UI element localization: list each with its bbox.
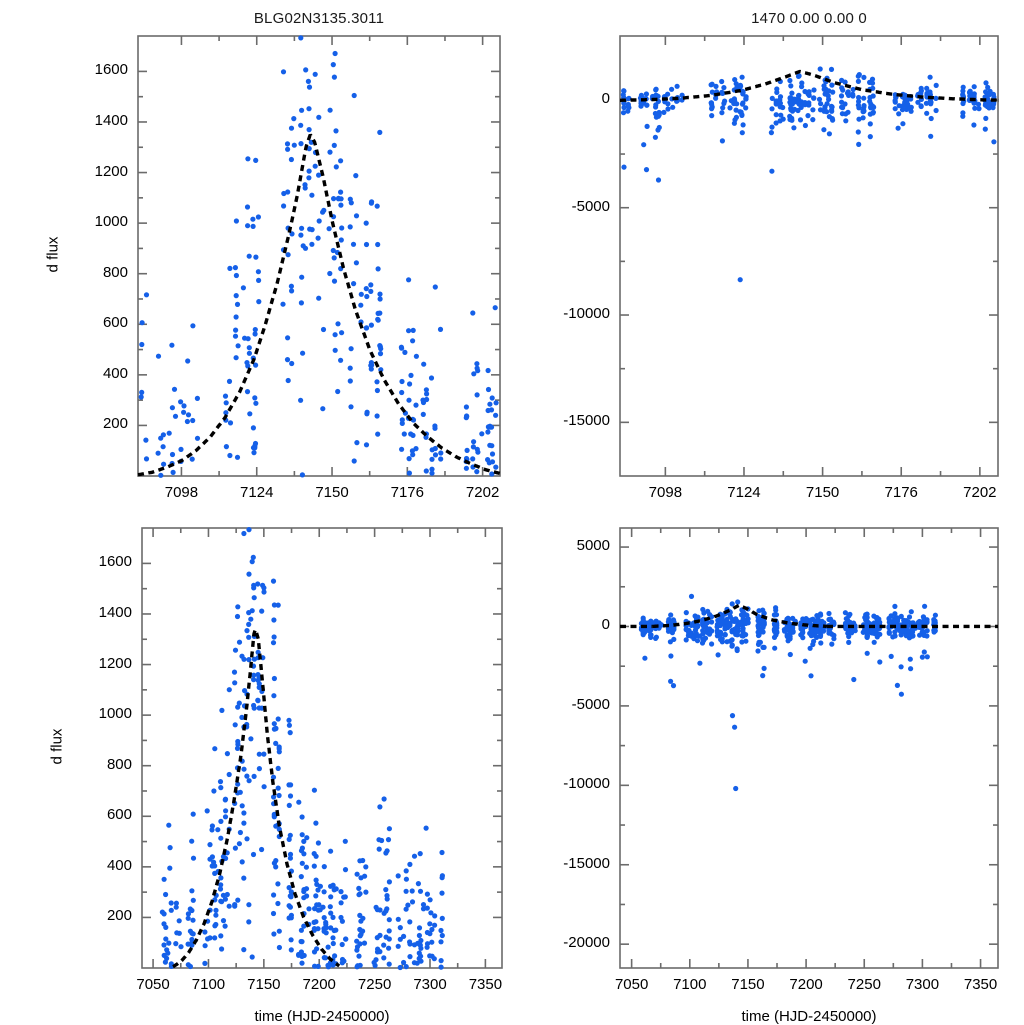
y-tick-label: 800: [106, 755, 132, 773]
y-tick-label: 1000: [94, 213, 128, 231]
x-tick-label: 7176: [390, 484, 424, 501]
x-tick-label: 7150: [805, 484, 840, 501]
x-tick-label: 7350: [468, 976, 503, 993]
y-tick-label: 200: [102, 415, 128, 433]
x-axis-label-bottom-right: time (HJD-2450000): [741, 1008, 877, 1025]
scatter-points-bottom-right: [638, 593, 939, 792]
y-tick-label: 0: [601, 90, 610, 108]
model-curve-top-left: [137, 133, 501, 477]
y-tick-label: 1400: [98, 603, 132, 621]
x-tick-label: 7176: [884, 484, 918, 501]
y-tick-label: 1200: [98, 654, 132, 672]
x-tick-label: 7050: [614, 976, 649, 993]
x-tick-label: 7124: [727, 484, 761, 501]
y-tick-label: -10000: [563, 775, 610, 793]
x-tick-label: 7200: [789, 976, 823, 993]
axes-top-left: [137, 35, 501, 477]
x-tick-label: 7200: [302, 976, 336, 993]
y-tick-label: 1600: [98, 553, 132, 571]
x-tick-label: 7202: [465, 484, 500, 501]
y-tick-label: -5000: [571, 695, 610, 713]
model-curve-top-right: [620, 69, 998, 102]
y-tick-label: 200: [106, 907, 132, 925]
x-tick-label: 7300: [905, 976, 940, 993]
panel-title-top-left: BLG02N3135.3011: [253, 10, 385, 27]
axes-bottom-left: [141, 527, 503, 969]
y-tick-label: -20000: [563, 934, 610, 952]
x-tick-label: 7350: [963, 976, 998, 993]
y-tick-label: 1000: [98, 705, 132, 723]
x-axis-label-bottom-left: time (HJD-2450000): [254, 1008, 390, 1025]
y-tick-label: 400: [102, 364, 128, 382]
x-tick-label: 7098: [648, 484, 683, 501]
x-tick-label: 7100: [673, 976, 707, 993]
x-tick-label: 7250: [357, 976, 392, 993]
y-tick-label: 600: [106, 806, 132, 824]
y-tick-label: -10000: [563, 305, 610, 323]
x-tick-label: 7250: [847, 976, 881, 993]
panel-title-top-right: 1470 0.00 0.00 0: [751, 10, 867, 27]
y-tick-label: 600: [102, 314, 128, 332]
model-curve-bottom-left: [172, 626, 341, 969]
x-tick-label: 7150: [247, 976, 281, 993]
y-tick-label: 1600: [94, 61, 128, 79]
x-tick-label: 7124: [240, 484, 274, 501]
scatter-points-top-left: [138, 35, 499, 478]
y-tick-label: -15000: [563, 412, 610, 430]
scatter-points-bottom-left: [159, 527, 445, 971]
y-tick-label: 5000: [576, 537, 610, 555]
y-tick-label: -15000: [563, 854, 610, 872]
y-tick-label: -5000: [571, 197, 610, 215]
x-tick-label: 7100: [191, 976, 226, 993]
y-tick-label: 1200: [94, 162, 128, 180]
y-tick-label: 1400: [94, 111, 128, 129]
x-tick-label: 7150: [315, 484, 349, 501]
x-tick-label: 7150: [731, 976, 765, 993]
x-tick-label: 7300: [413, 976, 447, 993]
y-tick-label: 0: [601, 616, 610, 634]
y-tick-label: 400: [106, 856, 132, 874]
x-tick-label: 7050: [136, 976, 170, 993]
x-tick-label: 7202: [963, 484, 997, 501]
axes-bottom-right: [619, 527, 999, 969]
y-tick-label: 800: [102, 263, 128, 281]
x-tick-label: 7098: [164, 484, 199, 501]
